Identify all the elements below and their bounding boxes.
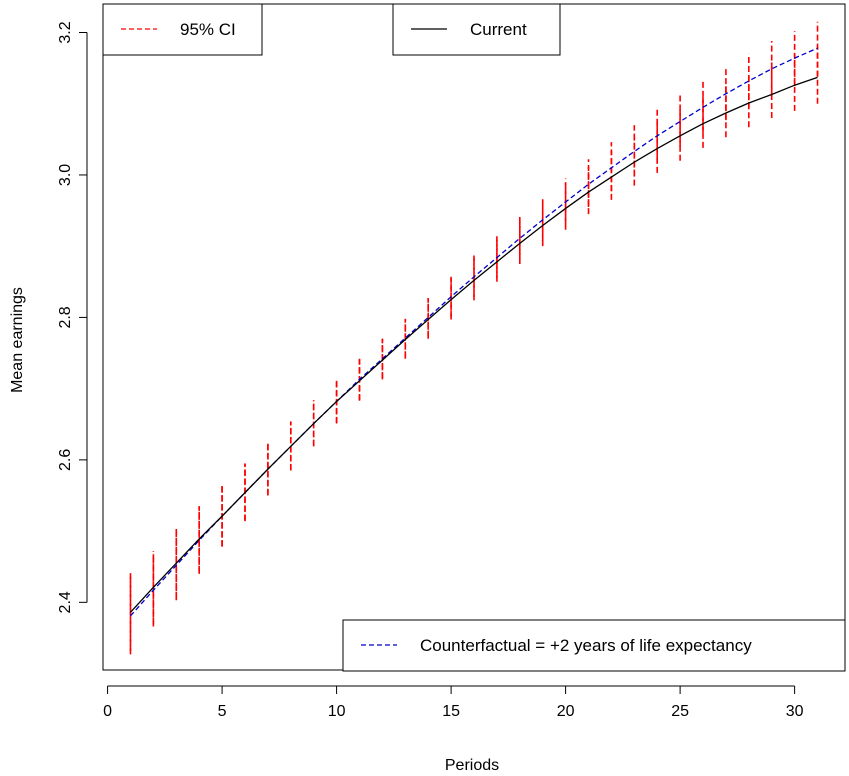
x-tick-label-5: 25 [671, 703, 689, 720]
x-tick-label-0: 0 [103, 703, 112, 720]
legend-1: Current [392, 3, 561, 56]
x-tick-label-4: 20 [557, 703, 575, 720]
x-tick-label-6: 30 [786, 703, 804, 720]
x-tick-label-2: 10 [328, 703, 346, 720]
y-axis-label: Mean earnings [9, 287, 26, 393]
legend-label-2: Counterfactual = +2 years of life expect… [420, 636, 752, 655]
series-line-current [130, 76, 818, 613]
legend-label-1: Current [470, 20, 527, 39]
legend-box-2 [342, 619, 846, 672]
series-line-counterfactual [129, 47, 818, 617]
y-tick-label-4: 3.2 [57, 21, 74, 43]
legend-0: 95% CI [102, 3, 263, 56]
x-axis: 0 5 10 15 20 25 30 [103, 685, 804, 720]
legend-2: Counterfactual = +2 years of life expect… [342, 619, 846, 672]
y-axis: 2.4 2.6 2.8 3.0 3.2 [57, 21, 88, 613]
plot-frame [102, 3, 846, 671]
x-axis-label: Periods [445, 757, 499, 774]
y-tick-label-0: 2.4 [57, 591, 74, 613]
confidence-interval-bars [129, 21, 819, 655]
y-tick-label-3: 3.0 [57, 164, 74, 186]
legends: 95% CI Current Counterfactual = +2 years o… [102, 3, 846, 672]
y-tick-label-2: 2.8 [57, 306, 74, 328]
y-tick-label-1: 2.6 [57, 449, 74, 471]
x-tick-label-1: 5 [218, 703, 227, 720]
legend-label-0: 95% CI [180, 20, 236, 39]
x-tick-label-3: 15 [442, 703, 460, 720]
series-lines [129, 47, 818, 617]
plot-border [102, 3, 846, 671]
